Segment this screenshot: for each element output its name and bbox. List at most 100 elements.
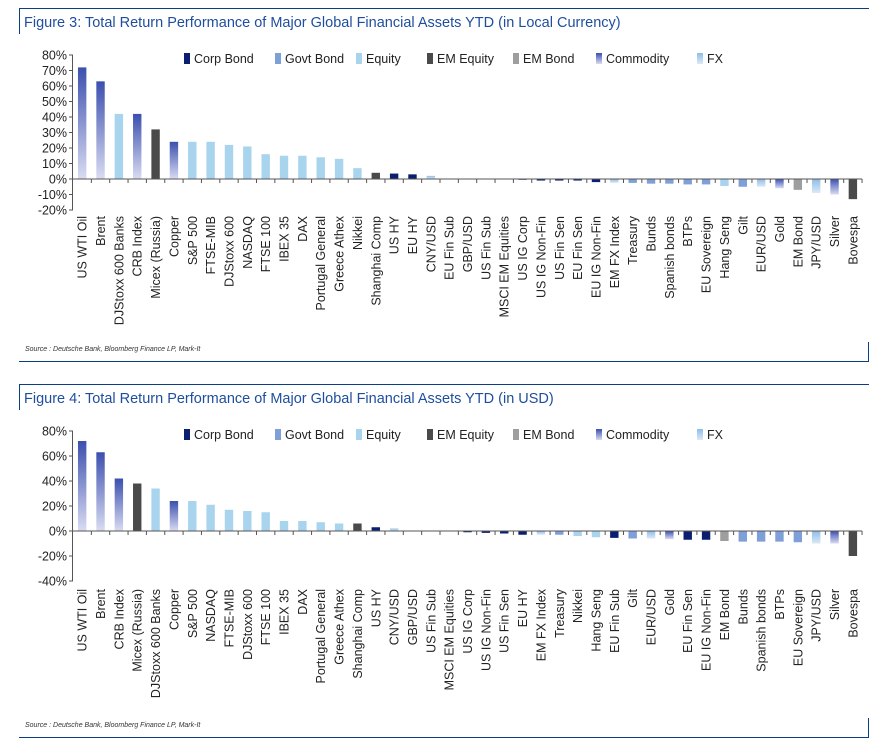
x-tick-label: Treasury (553, 588, 567, 638)
bar-us-wti-oil (77, 441, 87, 531)
x-tick-label: Greece Athex (333, 215, 347, 291)
x-tick-label: EU HY (406, 215, 420, 254)
x-tick-label: US HY (388, 215, 402, 254)
y-tick-label: 40% (42, 111, 67, 125)
legend-swatch-em-equity (427, 53, 433, 64)
x-tick-label: Greece Athex (333, 588, 347, 664)
bar-ftse-100 (261, 512, 270, 531)
bar-ibex-35 (279, 155, 289, 179)
x-tick-label: NASDAQ (241, 216, 255, 269)
legend-label-fx: FX (707, 428, 724, 442)
x-tick-label: CRB Index (131, 215, 145, 276)
x-tick-label: DJStoxx 600 (241, 589, 255, 660)
x-tick-label: US IG Non-Fin (534, 216, 548, 298)
bar-em-bond (720, 531, 729, 541)
legend-swatch-commodity (596, 53, 602, 64)
x-tick-label: Portugal General (314, 589, 328, 684)
x-tick-label: EU Sovereign (791, 589, 805, 666)
bar-ftse-mib (224, 509, 234, 531)
x-tick-label: US WTI Oil (76, 216, 90, 279)
x-tick-label: Copper (167, 216, 181, 257)
x-tick-label: EU Fin Sub (443, 216, 457, 280)
bar-em-fx-index (536, 531, 546, 535)
x-tick-label: JPY/USD (810, 216, 824, 269)
y-tick-label: -20% (38, 204, 67, 218)
legend-label-commodity: Commodity (606, 52, 670, 66)
x-tick-label: US Fin Sen (498, 589, 512, 653)
x-tick-label: US IG Corp (516, 216, 530, 281)
frame-top (19, 8, 869, 9)
bar-bunds (738, 531, 747, 542)
legend-label-equity: Equity (366, 428, 401, 442)
bar-hang-seng (720, 179, 729, 186)
bar-eu-sovereign (793, 531, 803, 543)
bar-ibex-35 (279, 521, 289, 531)
x-tick-label: US Fin Sub (479, 216, 493, 280)
bar-nasdaq (243, 146, 252, 179)
x-tick-label: US IG Corp (461, 589, 475, 654)
bar-eur-usd (646, 531, 656, 539)
frame-left (19, 8, 20, 34)
x-tick-label: Bovespa (846, 216, 860, 265)
bar-btps (683, 179, 692, 185)
x-tick-label: EU Fin Sen (681, 589, 695, 653)
x-tick-label: EU HY (516, 588, 530, 627)
legend-label-em-bond: EM Bond (523, 428, 574, 442)
bar-spanish-bonds (756, 531, 766, 542)
y-tick-label: 70% (42, 64, 67, 78)
bar-eu-fin-sen (573, 179, 582, 181)
bar-btps (775, 531, 784, 542)
x-tick-label: FTSE-MIB (204, 216, 218, 274)
bar-chart: -40% -20% 0% 20% 40% 60% 80% US WTI Oil Brent CRB… (38, 425, 863, 698)
x-tick-label: US WTI Oil (76, 589, 90, 652)
y-tick-label: 60% (42, 80, 67, 94)
figure-title: Figure 3: Total Return Performance of Ma… (24, 15, 621, 31)
x-tick-label: Gold (663, 589, 677, 615)
x-tick-label: CNY/USD (388, 589, 402, 645)
y-tick-label: -40% (38, 575, 67, 589)
bar-eu-ig-non-fin (701, 531, 711, 540)
bar-crb-index (114, 478, 124, 531)
x-tick-label: Treasury (626, 215, 640, 265)
bar-us-fin-sen (555, 179, 564, 181)
x-tick-label: GBP/USD (406, 589, 420, 645)
x-tick-label: S&P 500 (186, 216, 200, 265)
bar-nikkei (573, 531, 582, 536)
x-tick-label: Copper (167, 589, 181, 630)
bar-cny-usd (426, 175, 436, 179)
bar-gilt (738, 179, 747, 187)
x-tick-label: EM FX Index (608, 215, 622, 288)
frame-top (19, 384, 869, 385)
legend-label-equity: Equity (366, 52, 401, 66)
legend-swatch-fx (697, 429, 703, 440)
bar-us-ig-non-fin (536, 179, 546, 181)
x-tick-label: BTPs (681, 216, 695, 247)
bar-dax (298, 521, 307, 531)
bar-treasury (628, 179, 637, 183)
x-tick-label: Shanghai Comp (369, 216, 383, 306)
legend-swatch-govt-bond (275, 53, 281, 64)
bar-silver (830, 179, 839, 195)
bar-portugal-general (316, 157, 325, 179)
x-tick-label: Bunds (645, 216, 659, 251)
x-tick-label: Gilt (626, 588, 640, 607)
x-tick-label: Hang Seng (589, 589, 603, 652)
bar-brent (96, 452, 105, 531)
x-tick-label: JPY/USD (810, 589, 824, 642)
bar-em-fx-index (610, 179, 619, 183)
bar-nikkei (353, 168, 362, 179)
legend-swatch-em-bond (513, 429, 519, 440)
x-tick-label: US IG Non-Fin (479, 589, 493, 671)
x-tick-label: DJStoxx 600 Banks (149, 589, 163, 698)
x-tick-label: Silver (828, 216, 842, 247)
bar-em-bond (793, 179, 803, 190)
x-tick-label: DJStoxx 600 (222, 216, 236, 287)
bar-eu-hy (518, 531, 527, 535)
bar-eu-hy (408, 174, 417, 179)
bar-us-wti-oil (77, 67, 87, 179)
bar-nasdaq (206, 504, 215, 531)
bar-ftse-mib (206, 141, 215, 179)
bar-ftse-100 (261, 154, 270, 179)
bar-spanish-bonds (665, 179, 674, 184)
legend-label-corp-bond: Corp Bond (194, 428, 254, 442)
